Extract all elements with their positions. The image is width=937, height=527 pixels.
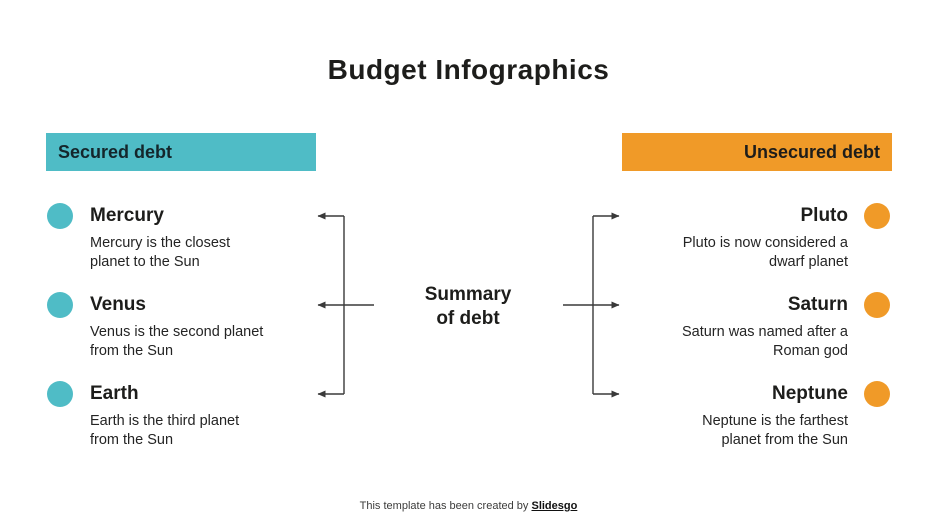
bullet-circle-venus [47, 292, 73, 318]
list-item-saturn: Saturn Saturn was named after a Roman go… [588, 292, 848, 361]
footer-credit-text: This template has been created by [359, 500, 532, 512]
item-description: Pluto is now considered a dwarf planet [682, 235, 848, 270]
item-description: Neptune is the farthest planet from the … [702, 413, 848, 448]
item-description: Mercury is the closest planet to the Sun [90, 235, 231, 270]
summary-of-debt-label: Summary of debt [424, 284, 512, 329]
item-title: Pluto [800, 205, 849, 226]
bullet-circle-earth [47, 381, 73, 407]
bullet-circle-neptune [864, 381, 890, 407]
item-title: Neptune [772, 383, 848, 404]
slidesgo-link[interactable]: Slidesgo [531, 500, 578, 512]
bullet-circle-mercury [47, 203, 73, 229]
item-title: Saturn [787, 294, 848, 315]
item-title: Venus [90, 294, 146, 315]
bullet-circle-pluto [864, 203, 890, 229]
footer-credit: This template has been created by Slides… [0, 500, 937, 512]
unsecured-debt-header-label: Unsecured debt [743, 141, 880, 162]
item-description: Venus is the second planet from the Sun [90, 324, 264, 359]
list-item-venus: Venus Venus is the second planet from th… [90, 292, 350, 361]
list-item-mercury: Mercury Mercury is the closest planet to… [90, 203, 350, 272]
item-description: Earth is the third planet from the Sun [90, 413, 240, 448]
secured-debt-header-label: Secured debt [58, 141, 173, 162]
item-description: Saturn was named after a Roman god [681, 324, 848, 359]
secured-debt-header: Secured debt [46, 133, 316, 171]
unsecured-debt-header: Unsecured debt [622, 133, 892, 171]
page-title: Budget Infographics [327, 54, 610, 85]
list-item-pluto: Pluto Pluto is now considered a dwarf pl… [588, 203, 848, 272]
bullet-circle-saturn [864, 292, 890, 318]
item-title: Mercury [90, 205, 164, 226]
item-title: Earth [90, 383, 139, 404]
list-item-earth: Earth Earth is the third planet from the… [90, 381, 350, 450]
list-item-neptune: Neptune Neptune is the farthest planet f… [588, 381, 848, 450]
